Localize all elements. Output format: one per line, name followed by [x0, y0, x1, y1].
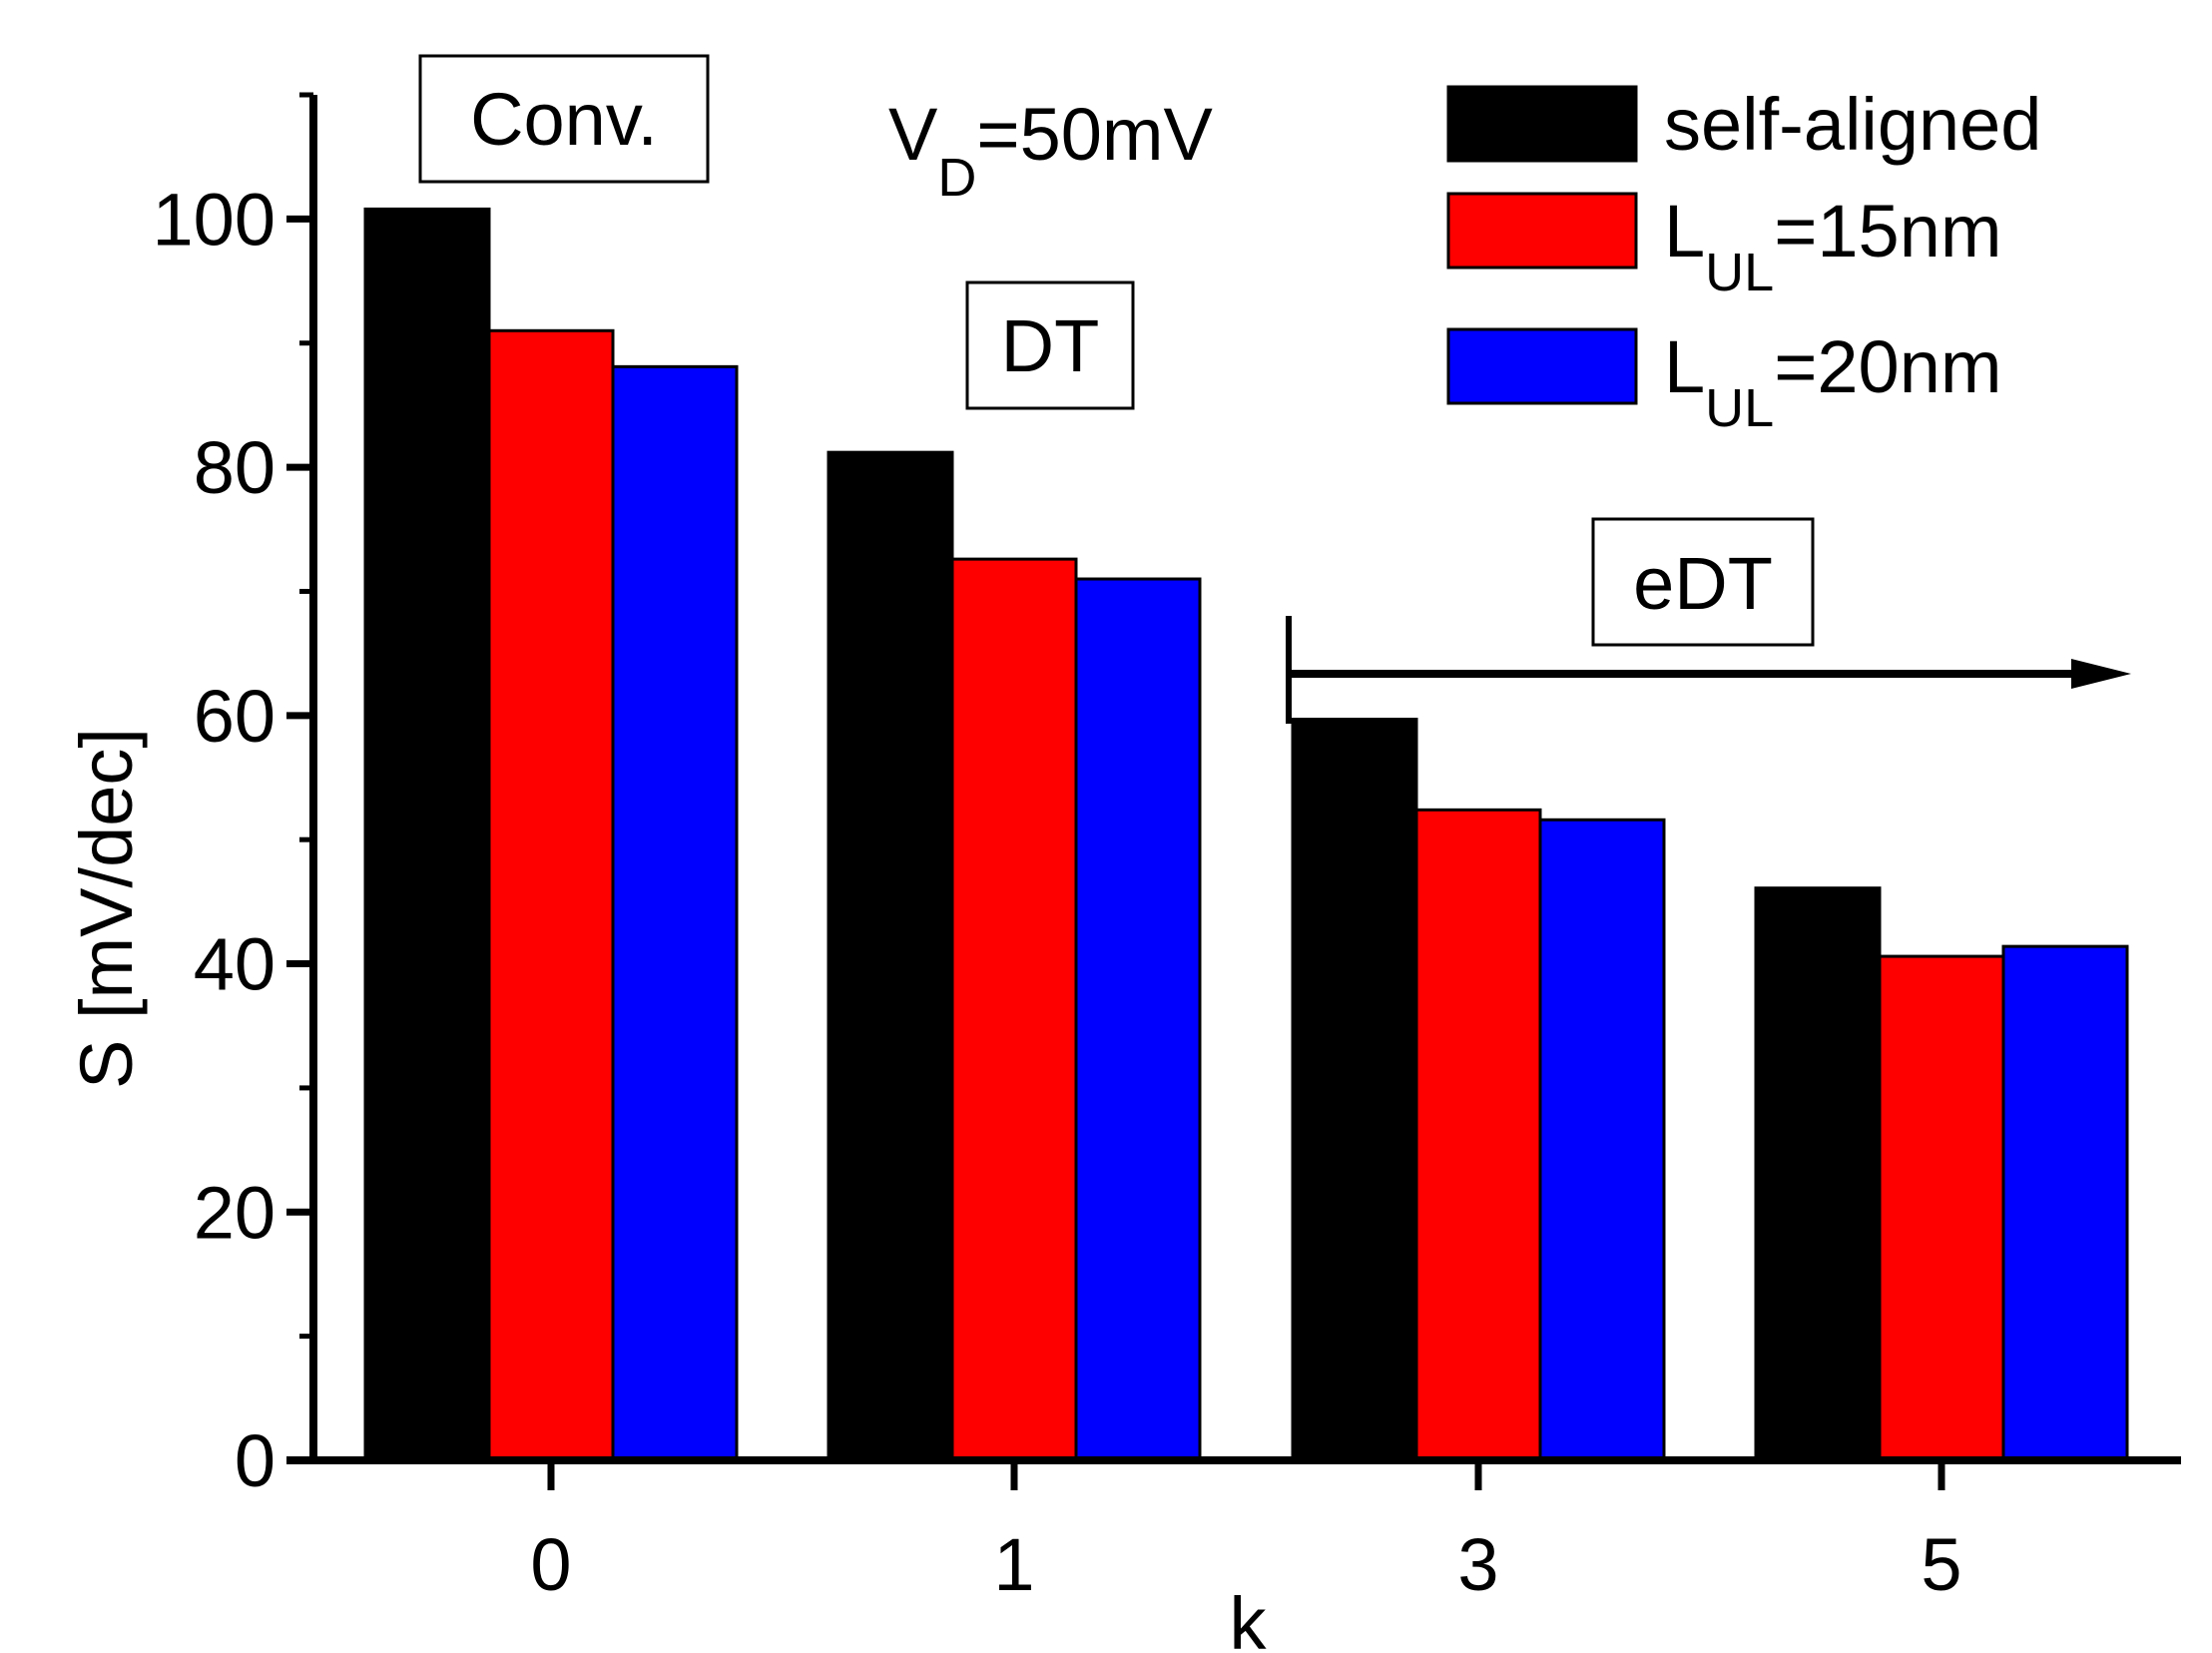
dt-annotation: DT — [1001, 304, 1100, 387]
bar-self-aligned-k5 — [1754, 886, 1882, 1462]
x-tick-label: 0 — [530, 1523, 571, 1606]
dt-annotation-box — [965, 280, 1135, 410]
bar-l-ul-20nm-k3 — [1538, 818, 1666, 1462]
legend-swatch-lul-20nm — [1446, 327, 1638, 405]
x-tick-label: 1 — [993, 1523, 1034, 1606]
legend-swatch-lul-15nm — [1446, 192, 1638, 270]
edt-annotation-box — [1591, 517, 1815, 647]
bar-l-ul-20nm-k5 — [2001, 944, 2129, 1462]
legend-swatch-self-aligned — [1446, 85, 1638, 163]
bar-self-aligned-k3 — [1291, 718, 1418, 1462]
bar-l-ul-15nm-k3 — [1414, 808, 1542, 1462]
bar-l-ul-20nm-k0 — [611, 364, 739, 1462]
y-tick-label: 0 — [235, 1419, 276, 1502]
x-ticks-group: 0 1 3 5 — [530, 1460, 1962, 1606]
vd-annotation: VD=50mV — [888, 93, 1214, 208]
bar-l-ul-15nm-k1 — [950, 557, 1078, 1462]
x-tick-label: 3 — [1457, 1523, 1498, 1606]
y-ticks-group: 0 20 40 60 80 100 — [153, 92, 313, 1502]
axes-group — [286, 95, 2181, 1464]
y-axis-label: S [mV/dec] — [65, 728, 148, 1089]
bar-self-aligned-k0 — [363, 207, 491, 1462]
conv-annotation: Conv. — [470, 78, 658, 161]
y-tick-label: 60 — [194, 675, 276, 758]
y-tick-label: 80 — [194, 426, 276, 509]
y-tick-label: 20 — [194, 1171, 276, 1254]
bars-group — [363, 207, 2129, 1462]
bar-l-ul-15nm-k0 — [487, 328, 615, 1462]
legend-label-lul-20nm: LUL=20nm — [1664, 325, 2002, 438]
y-tick-label: 40 — [194, 923, 276, 1006]
legend: self-aligned LUL=15nm LUL=20nm — [1446, 83, 2041, 438]
edt-annotation: eDT — [1633, 542, 1773, 625]
conv-annotation-box — [418, 54, 710, 184]
bar-l-ul-15nm-k5 — [1878, 954, 2005, 1462]
bar-self-aligned-k1 — [827, 450, 954, 1462]
bar-l-ul-20nm-k1 — [1074, 577, 1202, 1462]
legend-label-self-aligned: self-aligned — [1664, 83, 2041, 166]
edt-arrow-head — [2071, 659, 2131, 689]
x-axis-label: k — [1230, 1582, 1268, 1653]
y-tick-label: 100 — [153, 178, 276, 261]
legend-label-lul-15nm: LUL=15nm — [1664, 190, 2002, 302]
x-tick-label: 5 — [1921, 1523, 1961, 1606]
